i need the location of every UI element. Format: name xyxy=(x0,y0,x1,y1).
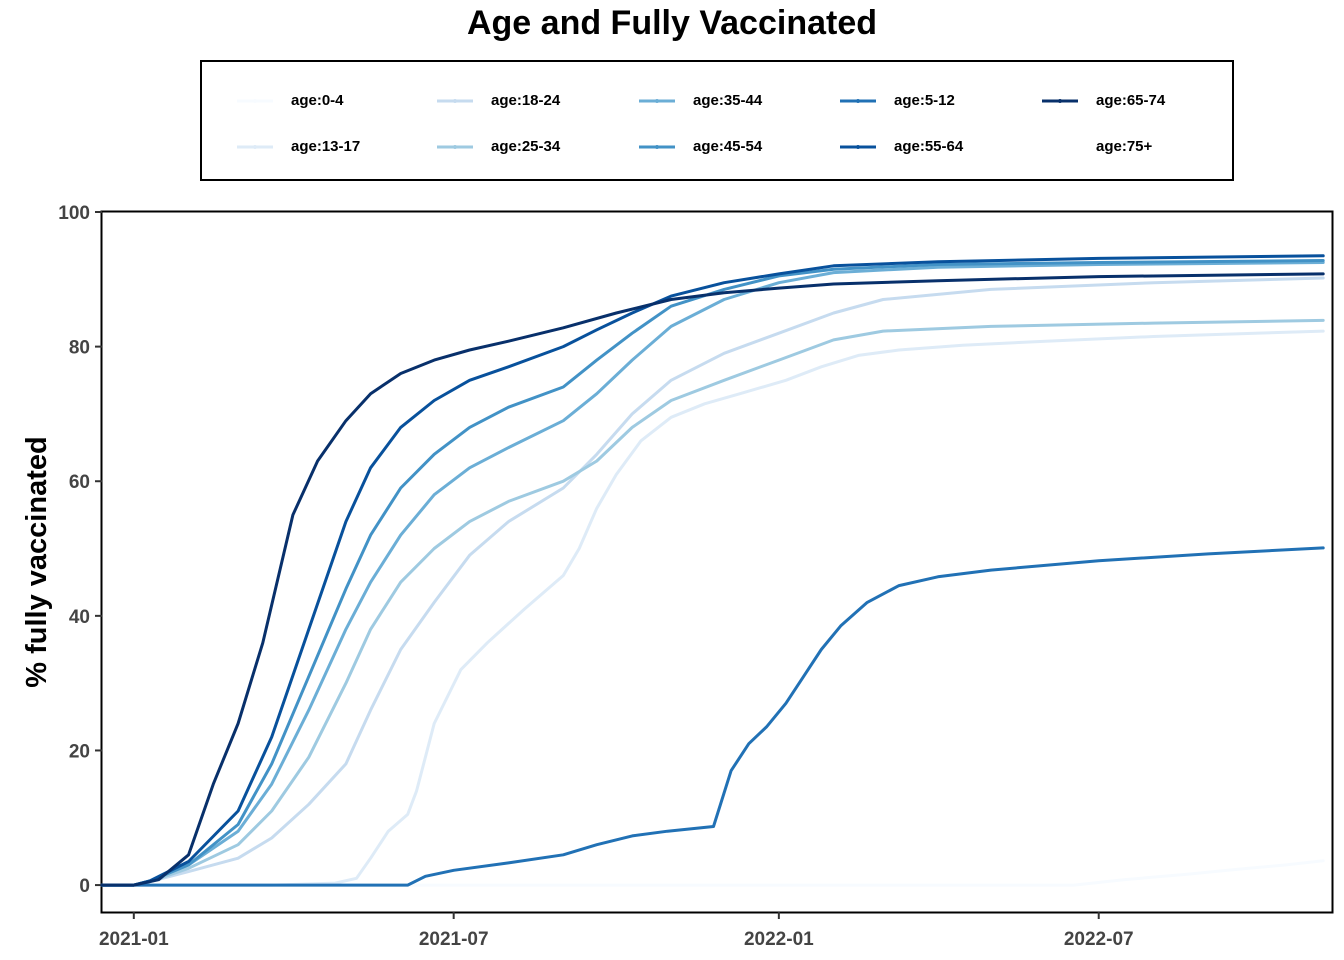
x-tick-label: 2021-07 xyxy=(419,929,489,950)
legend-label: age:5-12 xyxy=(894,92,955,109)
y-axis-title: % fully vaccinated xyxy=(21,436,53,687)
legend-key-3 xyxy=(437,145,473,149)
series-lines xyxy=(100,254,1325,887)
x-tick-label: 2021-01 xyxy=(99,929,169,950)
series-line-8 xyxy=(100,272,1325,887)
y-tick-label: 60 xyxy=(69,472,90,493)
legend-key-5 xyxy=(639,145,675,149)
series-line-3 xyxy=(100,318,1325,887)
legend-key-dot xyxy=(856,99,860,103)
legend-key-9 xyxy=(1042,145,1078,149)
x-tick-label: 2022-01 xyxy=(744,929,814,950)
legend-key-dot xyxy=(253,99,257,103)
y-axis: 0 20 40 60 80 100 xyxy=(58,203,102,897)
legend-label: age:13-17 xyxy=(291,138,361,155)
series-line-6 xyxy=(100,546,1325,887)
legend-key-dot xyxy=(253,145,257,149)
legend-key-1 xyxy=(237,145,273,149)
legend-key-dot xyxy=(453,99,457,103)
legend: age:0-4 age:13-17 age:18-24 age:25-34 ag… xyxy=(200,60,1234,181)
legend-key-7 xyxy=(840,145,876,149)
series-line-5 xyxy=(100,259,1325,887)
series-line-2 xyxy=(100,276,1325,887)
legend-label: age:25-34 xyxy=(491,138,561,155)
legend-key-dot xyxy=(655,99,659,103)
plot-panel-border xyxy=(100,210,1334,914)
x-tick-label: 2022-07 xyxy=(1064,929,1134,950)
y-tick-label: 20 xyxy=(69,741,90,762)
legend-label: age:75+ xyxy=(1096,138,1153,155)
series-line-0 xyxy=(100,859,1325,887)
y-tick-label: 40 xyxy=(69,607,90,628)
legend-key-dot xyxy=(1058,145,1062,149)
y-tick-label: 0 xyxy=(79,876,90,897)
legend-key-0 xyxy=(237,99,273,103)
legend-key-dot xyxy=(1058,99,1062,103)
legend-label: age:0-4 xyxy=(291,92,344,109)
legend-label: age:35-44 xyxy=(693,92,763,109)
y-tick-label: 80 xyxy=(69,338,90,359)
legend-label: age:45-54 xyxy=(693,138,763,155)
legend-key-dot xyxy=(453,145,457,149)
legend-key-2 xyxy=(437,99,473,103)
y-tick-label: 100 xyxy=(58,203,90,224)
legend-key-8 xyxy=(1042,99,1078,103)
legend-key-dot xyxy=(655,145,659,149)
chart-title: Age and Fully Vaccinated xyxy=(466,4,877,42)
x-axis: 2021-01 2021-07 2022-01 2022-07 xyxy=(99,912,1134,950)
series-line-7 xyxy=(100,254,1325,887)
legend-label: age:18-24 xyxy=(491,92,561,109)
legend-key-dot xyxy=(856,145,860,149)
series-line-4 xyxy=(100,261,1325,887)
legend-label: age:55-64 xyxy=(894,138,964,155)
series-line-1 xyxy=(100,329,1325,887)
legend-label: age:65-74 xyxy=(1096,92,1166,109)
legend-key-6 xyxy=(840,99,876,103)
legend-key-4 xyxy=(639,99,675,103)
